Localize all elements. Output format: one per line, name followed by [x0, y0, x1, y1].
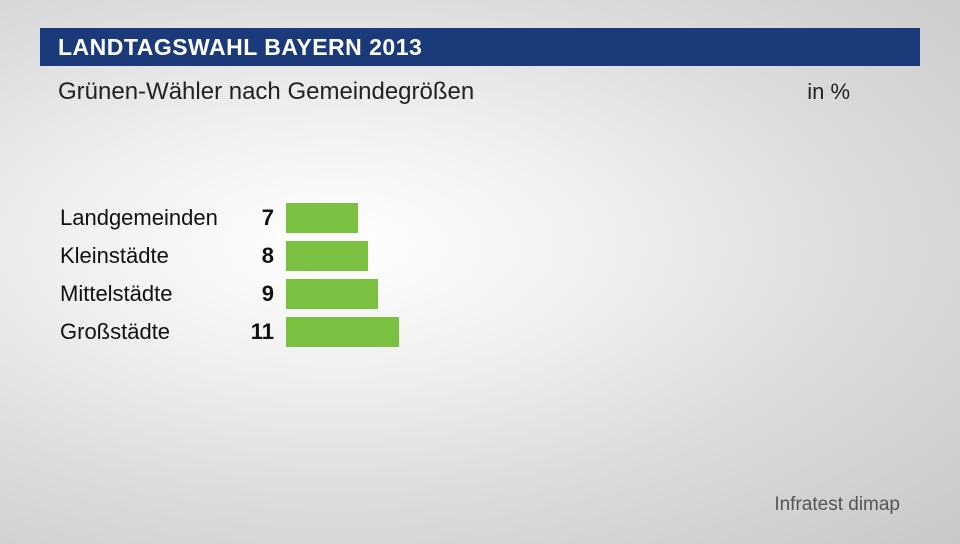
row-value: 9 — [240, 281, 286, 307]
bar-chart: Landgemeinden 7 Kleinstädte 8 Mittelstäd… — [60, 200, 900, 352]
row-value: 8 — [240, 243, 286, 269]
header-title: LANDTAGSWAHL BAYERN 2013 — [58, 34, 422, 61]
bar — [286, 317, 399, 347]
bar-track — [286, 317, 900, 347]
row-label: Mittelstädte — [60, 281, 240, 307]
bar — [286, 203, 358, 233]
row-value: 7 — [240, 205, 286, 231]
row-label: Landgemeinden — [60, 205, 240, 231]
chart-row: Großstädte 11 — [60, 314, 900, 350]
bar — [286, 241, 368, 271]
chart-row: Landgemeinden 7 — [60, 200, 900, 236]
bar-track — [286, 203, 900, 233]
header-bar: LANDTAGSWAHL BAYERN 2013 — [40, 28, 920, 66]
chart-row: Kleinstädte 8 — [60, 238, 900, 274]
bar-track — [286, 279, 900, 309]
chart-subtitle: Grünen-Wähler nach Gemeindegrößen — [58, 78, 474, 106]
source-label: Infratest dimap — [774, 494, 900, 516]
chart-row: Mittelstädte 9 — [60, 276, 900, 312]
row-value: 11 — [240, 319, 286, 345]
bar-track — [286, 241, 900, 271]
bar — [286, 279, 378, 309]
row-label: Kleinstädte — [60, 243, 240, 269]
row-label: Großstädte — [60, 319, 240, 345]
subtitle-row: Grünen-Wähler nach Gemeindegrößen in % — [40, 72, 920, 112]
unit-label: in % — [807, 79, 850, 105]
